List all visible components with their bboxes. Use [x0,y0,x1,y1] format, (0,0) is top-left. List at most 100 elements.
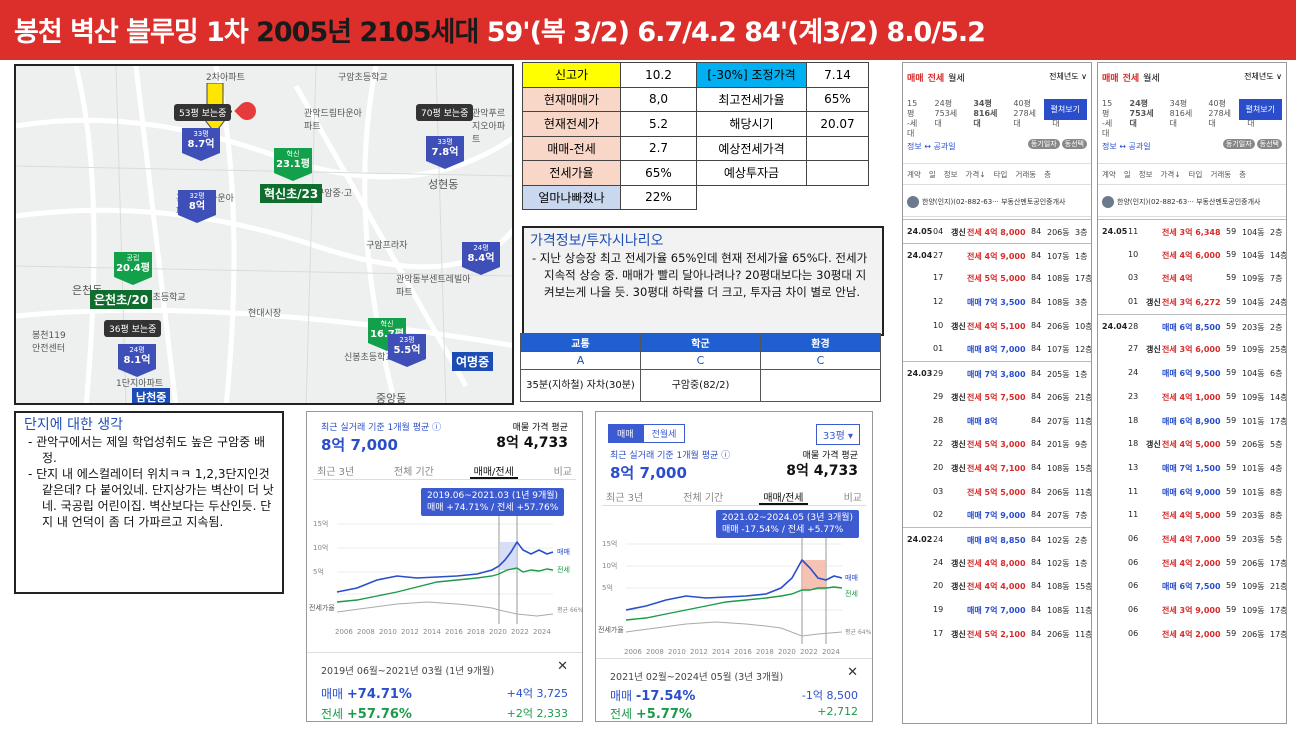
list-item[interactable]: 06 전세 4억 7,000 59 203동 5층 [1098,527,1286,551]
size-dropdown[interactable]: 33평 ▾ [815,424,860,445]
size-option[interactable]: 34평 816세대 [973,99,1007,139]
expand-button[interactable]: 펼쳐보기 [1043,99,1087,120]
price-pin[interactable]: 32평 8억 [178,190,216,223]
size-option[interactable]: 40평 278세대 [1208,99,1241,139]
trade-tab[interactable]: 전세 [1122,74,1140,84]
row-price: 매매 6억 9,500 [1162,369,1221,379]
trade-tab[interactable]: 월세 [948,74,965,84]
filter-button[interactable]: 동기일자 [1027,139,1060,149]
tab-recent-3y[interactable]: 최근 3년 [606,493,644,504]
filter-button[interactable]: 동기일자 [1222,139,1255,149]
thoughts-title: 단지에 대한 생각 [24,417,124,433]
map-label: 관악동부센트레빌아파트 [396,275,471,298]
trade-tab[interactable]: 전세 [927,74,945,84]
size-option[interactable]: 24평 753세대 [1130,99,1164,139]
viewing-tag[interactable]: 36평 보는중 [104,320,162,337]
x-tick: 2012 [690,648,708,656]
list-item[interactable]: 18 매매 6억 8,900 59 101동 17층 [1098,409,1286,433]
list-item[interactable]: 10 전세 4억 6,000 59 104동 14층 [1098,243,1286,267]
list-item[interactable]: 18 갱신 전세 4억 5,000 59 206동 5층 [1098,432,1286,456]
list-item[interactable]: 06 전세 3억 9,000 59 109동 17층 [1098,598,1286,622]
toggle-sale[interactable]: 매매 [608,424,643,443]
list-item[interactable]: 01 매매 8억 7,000 84 107동 12층 [903,337,1091,361]
list-item[interactable]: 11 전세 4억 5,000 59 203동 8층 [1098,503,1286,527]
list-item[interactable]: 27 갱신 전세 3억 6,000 59 109동 25층 [1098,337,1286,361]
list-item[interactable]: 19 매매 7억 7,000 84 108동 11층 [903,598,1091,622]
row-floor: 3층 [1075,298,1088,308]
year-filter[interactable]: 전체년도 ∨ [1049,72,1087,81]
trade-tab[interactable]: 월세 [1143,74,1160,84]
row-renewal: 갱신 [951,440,966,450]
tab-sale-jeonse[interactable]: 매매/전세 [469,460,518,479]
row-floor: 14층 [1270,392,1287,402]
list-item[interactable]: 24.03 29 매매 7억 3,800 84 205동 1층 [903,361,1091,385]
close-icon[interactable]: ✕ [847,665,858,680]
filter-button[interactable]: 동선택 [1256,139,1282,149]
year-filter[interactable]: 전체년도 ∨ [1244,72,1282,81]
toggle-rent[interactable]: 전월세 [642,424,686,443]
list-item[interactable]: 20 갱신 전세 4억 7,100 84 108동 15층 [903,456,1091,480]
price-chart[interactable]: 15억 10억 5억 매매 전세 전세가율 평균 66% 2006 2008 2… [307,484,584,644]
location-map[interactable]: 2차아파트 구암초등학교 관악드림타운아파트 관악푸르지오아파트 성현동 구암중… [14,64,514,405]
trade-tab[interactable]: 매매 [907,74,924,84]
size-option[interactable]: 34평 816세대 [1170,99,1203,139]
list-item[interactable]: 28 매매 8억 84 207동 11층 [903,409,1091,433]
agent-row[interactable]: 한양(인지)(02-882-63··· 부동산멘토공인중개사 [1098,187,1286,217]
list-item[interactable]: 22 갱신 전세 5억 3,000 84 201동 9층 [903,432,1091,456]
list-item[interactable]: 02 매매 7억 9,000 84 207동 7층 [903,503,1091,527]
filter-button[interactable]: 동선택 [1061,139,1087,149]
list-item[interactable]: 17 갱신 전세 5억 2,100 84 206동 11층 [903,622,1091,646]
trade-tab[interactable]: 매매 [1102,74,1119,84]
price-pin[interactable]: 33평 7.8억 [426,136,464,169]
price-pin[interactable]: 33평 8.7억 [182,128,220,161]
tab-recent-3y[interactable]: 최근 3년 [317,467,355,478]
list-item[interactable]: 24 갱신 전세 4억 8,000 84 102동 1층 [903,551,1091,575]
row-type: 59 [1226,628,1237,638]
viewing-tag[interactable]: 70평 보는중 [416,104,474,121]
list-item[interactable]: 06 매매 6억 7,500 59 109동 21층 [1098,574,1286,598]
list-item[interactable]: 06 전세 4억 2,000 59 206동 17층 [1098,551,1286,575]
close-icon[interactable]: ✕ [557,659,568,674]
size-option[interactable]: 40평 278세대 [1013,99,1046,139]
list-item[interactable]: 12 매매 7억 3,500 84 108동 3층 [903,290,1091,314]
info-label[interactable]: 정보 ↔ 공과일 [1102,142,1151,151]
list-item[interactable]: 10 갱신 전세 4억 5,100 84 206동 10층 [903,314,1091,338]
school-pin[interactable]: 혁신 23.1평 [274,148,312,181]
tab-compare[interactable]: 비교 [553,467,572,478]
table-cell [697,185,807,210]
viewing-tag[interactable]: 53평 보는중 [174,104,232,121]
list-item[interactable]: 03 전세 4억 59 109동 7층 [1098,266,1286,290]
list-item[interactable]: 23 전세 4억 1,000 59 109동 14층 [1098,385,1286,409]
school-pin[interactable]: 공립 20.4평 [114,252,152,285]
tab-all[interactable]: 전체 기간 [683,493,724,504]
tab-compare[interactable]: 비교 [843,493,862,504]
row-floor: 14층 [1270,250,1287,260]
scenario-text: - 지난 상승장 최고 전세가율 65%인데 현재 전세가율 65%다. 전세가… [532,251,868,299]
price-pin[interactable]: 24평 8.1억 [118,344,156,377]
price-pin[interactable]: 24평 8.4억 [462,242,500,275]
list-item[interactable]: 24.05 11 전세 3억 6,348 59 104동 2층 [1098,219,1286,243]
list-item[interactable]: 24.05 04 갱신 전세 4억 8,000 84 206동 3층 [903,219,1091,243]
tab-sale-jeonse[interactable]: 매매/전세 [759,486,808,505]
size-option[interactable]: 24평 753세대 [935,99,968,139]
list-item[interactable]: 20 갱신 전세 4억 4,000 84 108동 15층 [903,574,1091,598]
list-item[interactable]: 17 전세 5억 5,000 84 108동 17층 [903,266,1091,290]
size-option[interactable]: 15평 -세대 [907,99,929,139]
expand-button[interactable]: 펼쳐보기 [1238,99,1282,120]
agent-row[interactable]: 한양(인지)(02-882-63··· 부동산멘토공인중개사 [903,187,1091,217]
list-item[interactable]: 24.04 28 매매 6억 8,500 59 203동 2층 [1098,313,1286,338]
list-item[interactable]: 03 전세 5억 5,000 84 206동 11층 [903,480,1091,504]
size-option[interactable]: 15평 -세대 [1102,99,1124,139]
price-pin[interactable]: 23평 5.5억 [388,334,426,367]
list-item[interactable]: 24.04 27 전세 4억 9,000 84 107동 1층 [903,242,1091,267]
list-item[interactable]: 11 매매 6억 9,000 59 101동 8층 [1098,480,1286,504]
list-item[interactable]: 01 갱신 전세 3억 6,272 59 104동 24층 [1098,290,1286,314]
info-label[interactable]: 정보 ↔ 공과일 [907,142,956,151]
list-item[interactable]: 24 매매 6억 9,500 59 104동 6층 [1098,361,1286,385]
list-item[interactable]: 24.02 24 매매 8억 8,850 84 102동 2층 [903,526,1091,551]
list-item[interactable]: 29 갱신 전세 5억 7,500 84 206동 21층 [903,385,1091,409]
list-item[interactable]: 13 매매 7억 1,500 59 101동 4층 [1098,456,1286,480]
list-item[interactable]: 06 전세 4억 2,000 59 206동 17층 [1098,622,1286,646]
tab-all[interactable]: 전체 기간 [393,467,434,478]
price-chart[interactable]: 15억 10억 5억 매매 전세 전세가율 평균 64% 2006 2008 2… [596,510,874,660]
